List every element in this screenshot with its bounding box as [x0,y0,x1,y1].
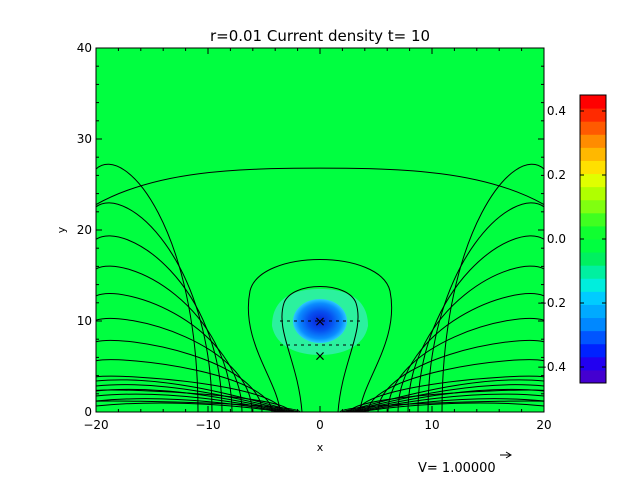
colorbar-segment [580,265,606,279]
colorbar-segment [580,330,606,345]
field-lines [96,163,544,412]
colorbar-tick-label: −0.2 [537,296,566,310]
field-line [96,384,297,412]
colorbar-segment [580,369,606,384]
field-line [96,317,253,412]
field-line [96,393,289,412]
colorbar-segment [580,186,606,201]
colorbar-segment [580,252,606,266]
y-tick-label: 40 [77,41,92,55]
axes: −20 −10 0 10 20 0 10 20 30 40 [77,41,552,432]
x-tick-label: 0 [316,418,324,432]
x-tick-label: 10 [424,418,439,432]
field-line [351,393,544,412]
field-line [367,359,544,412]
colorbar-segment [580,225,606,240]
field-line [96,398,285,412]
x-tick-label: −10 [195,418,220,432]
vector-scale-arrow [500,451,512,459]
field-line [96,375,283,412]
field-line [355,398,544,412]
colorbar-segment [580,95,606,109]
x-axis-label: x [317,441,324,454]
colorbar-segment [580,173,606,188]
field-line [281,286,359,412]
field-line [357,375,544,412]
field-line [96,359,273,412]
field-line [359,402,544,412]
colorbar-segment [580,160,606,175]
field-line [96,293,243,412]
field-line [96,388,293,412]
y-tick-label: 0 [84,405,92,419]
field-line [407,265,544,412]
colorbar-tick-label: 0.0 [547,232,566,246]
field-line [96,235,223,412]
y-tick-label: 30 [77,132,92,146]
colorbar-segment [580,291,606,305]
field-line [417,235,544,412]
field-line [427,202,544,412]
colorbar-tick-label: 0.2 [547,168,566,182]
x-marker: × [314,314,326,330]
colorbar-segment [580,343,606,358]
colorbar-segment [580,108,606,122]
colorbar-segment [580,239,606,253]
x-marker: × [314,349,326,365]
colorbar-tick-label: −0.4 [537,360,566,374]
current-blob [293,299,347,343]
plot-content: ×× [96,163,544,412]
y-axis-label: y [55,226,68,233]
field-line [343,384,544,412]
colorbar-segment [580,199,606,214]
field-line [397,293,544,412]
colorbar-segment [580,212,606,227]
colorbar-segment [580,356,606,371]
field-line [387,317,544,412]
colorbar-segment [580,304,606,319]
colorbar: 0.4 0.2 0.0 −0.2 −0.4 [537,94,607,384]
colorbar-segment [580,121,606,135]
field-line [96,163,199,412]
x-tick-label: 20 [536,418,551,432]
colorbar-segment [580,147,606,161]
colorbar-tick-label: 0.4 [547,104,566,118]
x-tick-label: −20 [83,418,108,432]
field-line [96,400,301,412]
vector-scale-label: V= 1.00000 [418,461,496,476]
field-line [96,339,263,412]
chart-title: r=0.01 Current density t= 10 [210,27,430,45]
colorbar-segment [580,278,606,292]
field-line [377,339,544,412]
colorbar-segment [580,317,606,332]
field-line [339,400,544,412]
field-line [96,167,544,205]
field-line [96,379,301,412]
y-tick-label: 20 [77,223,92,237]
field-line [247,259,393,412]
y-tick-label: 10 [77,314,92,328]
field-line [339,379,544,412]
field-line [441,163,544,412]
colorbar-segment [580,134,606,148]
field-line [96,265,233,412]
field-line [96,202,213,412]
field-line [347,388,544,412]
field-line [96,402,281,412]
